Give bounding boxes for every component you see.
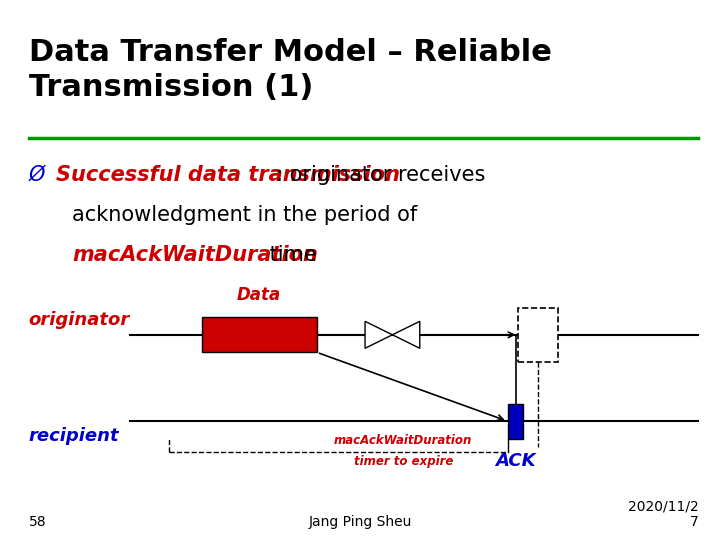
Text: ACK: ACK [495,453,536,470]
Text: Data Transfer Model – Reliable
Transmission (1): Data Transfer Model – Reliable Transmiss… [29,38,552,102]
Text: Successful data transmission: Successful data transmission [56,165,400,185]
Polygon shape [392,321,420,348]
Text: 58: 58 [29,515,46,529]
Text: originator: originator [29,312,130,329]
Text: : originator receives: : originator receives [276,165,485,185]
Text: acknowledgment in the period of: acknowledgment in the period of [72,205,418,225]
Text: macAckWaitDuration: macAckWaitDuration [72,245,318,265]
Text: 2020/11/2
7: 2020/11/2 7 [628,499,698,529]
Polygon shape [365,321,392,348]
Text: Ø: Ø [29,165,45,185]
Text: time: time [263,245,317,265]
Bar [202,317,317,352]
Text: recipient: recipient [29,427,120,444]
Bar [508,404,523,438]
Bar [518,308,558,362]
Text: Jang Ping Sheu: Jang Ping Sheu [308,515,412,529]
Text: timer to expire: timer to expire [354,455,453,468]
Text: Data: Data [237,286,282,303]
Text: macAckWaitDuration: macAckWaitDuration [334,434,472,447]
